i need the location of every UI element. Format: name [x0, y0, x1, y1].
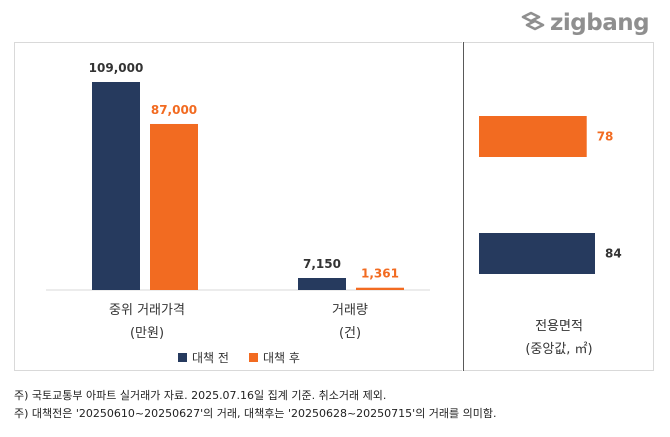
legend-label-before: 대책 전	[192, 351, 229, 365]
data-label-after-area: 78	[597, 130, 614, 144]
category-label-area-line2: (중앙값, ㎡)	[525, 342, 593, 357]
legend-item-after: 대책 후	[248, 349, 300, 366]
data-label-before-area: 84	[605, 247, 622, 261]
zigbang-logo: zigbang	[520, 10, 650, 36]
category-label-count: 거래량 (건)	[250, 302, 450, 343]
bar-after-count	[356, 287, 404, 290]
category-label-count-line1: 거래량	[332, 303, 368, 318]
zigbang-logo-text: zigbang	[550, 10, 650, 36]
right-chart-panel	[464, 42, 654, 371]
data-label-before-price: 109,000	[89, 61, 144, 75]
data-label-before-count: 7,150	[303, 257, 341, 271]
chart-legend: 대책 전 대책 후	[178, 349, 320, 366]
bar-before-price	[92, 82, 140, 290]
category-label-price-line1: 중위 거래가격	[109, 303, 185, 318]
bar-after-price	[150, 123, 198, 290]
category-label-price-line2: (만원)	[129, 326, 165, 341]
legend-item-before: 대책 전	[178, 349, 229, 366]
category-label-area-line1: 전용면적	[535, 319, 583, 334]
footnotes: 주) 국토교통부 아파트 실거래가 자료. 2025.07.16일 집계 기준.…	[14, 387, 497, 423]
data-label-after-price: 87,000	[151, 103, 197, 117]
left-chart-panel	[14, 42, 462, 371]
category-label-area: 전용면적 (중앙값, ㎡)	[459, 318, 659, 359]
legend-swatch-after	[248, 353, 258, 362]
legend-label-after: 대책 후	[262, 351, 300, 365]
footnote-1: 주) 국토교통부 아파트 실거래가 자료. 2025.07.16일 집계 기준.…	[14, 389, 387, 402]
bar-before-count	[298, 278, 346, 290]
category-label-price: 중위 거래가격 (만원)	[47, 302, 247, 343]
panel-divider	[463, 42, 464, 371]
data-label-after-count: 1,361	[361, 267, 399, 281]
zigbang-logo-icon	[521, 11, 545, 31]
hbar-before-area	[479, 233, 595, 274]
category-label-count-line2: (건)	[338, 326, 362, 341]
footnote-2: 주) 대책전은 '20250610~20250627'의 거래, 대책후는 '2…	[14, 407, 497, 420]
hbar-after-area	[479, 116, 587, 157]
legend-swatch-before	[178, 353, 187, 362]
